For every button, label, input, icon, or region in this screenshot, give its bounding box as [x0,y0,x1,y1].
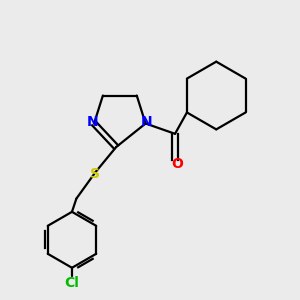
Text: S: S [90,167,100,181]
Text: O: O [171,157,183,171]
Text: N: N [141,115,153,129]
Text: Cl: Cl [64,276,80,290]
Text: N: N [87,115,98,129]
